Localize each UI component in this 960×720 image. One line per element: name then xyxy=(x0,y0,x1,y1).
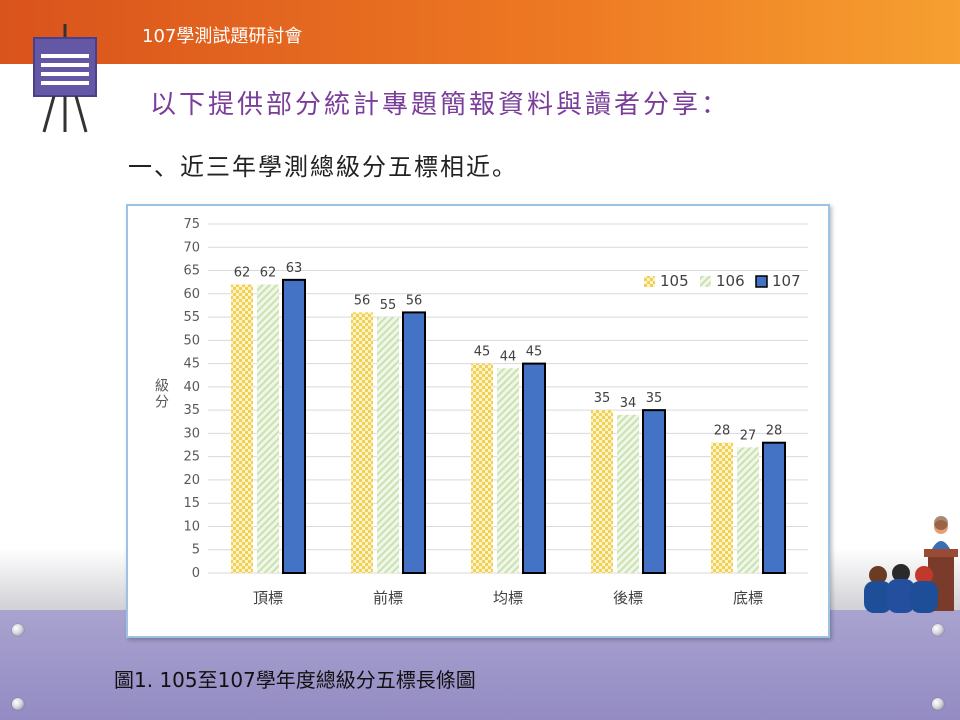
rivet-decoration xyxy=(12,698,24,710)
x-tick-label: 頂標 xyxy=(253,589,283,607)
bar-106 xyxy=(257,284,279,573)
bar-107 xyxy=(282,278,306,574)
bar-105 xyxy=(591,410,613,573)
y-tick-label: 25 xyxy=(183,450,200,465)
y-tick-label: 60 xyxy=(183,287,200,302)
data-label: 35 xyxy=(594,391,611,406)
y-tick-label: 40 xyxy=(183,380,200,395)
legend-label: 106 xyxy=(716,272,745,290)
data-label: 63 xyxy=(286,261,303,276)
y-tick-label: 55 xyxy=(183,310,200,325)
legend-label: 105 xyxy=(660,272,689,290)
rivet-decoration xyxy=(932,698,944,710)
bar-106 xyxy=(497,368,519,573)
bar-105 xyxy=(711,442,733,573)
rivet-decoration xyxy=(12,624,24,636)
data-label: 56 xyxy=(406,293,423,308)
x-tick-label: 底標 xyxy=(733,589,763,607)
x-tick-label: 均標 xyxy=(493,589,523,607)
data-label: 45 xyxy=(474,345,491,360)
data-label: 28 xyxy=(714,424,731,439)
section-heading: 一、近三年學測總級分五標相近。 xyxy=(128,153,518,181)
chart-frame: 0 5 10 15 20 25 30 35 40 45 50 55 60 65 70 75 級分 62 62 63 頂標… xyxy=(126,204,830,638)
data-label: 62 xyxy=(260,265,277,280)
y-tick-label: 35 xyxy=(183,403,200,418)
data-label: 56 xyxy=(354,293,371,308)
data-label: 27 xyxy=(740,428,757,443)
y-tick-label: 75 xyxy=(183,217,200,232)
rivet-decoration xyxy=(932,624,944,636)
y-tick-label: 5 xyxy=(192,543,200,558)
y-tick-label: 15 xyxy=(183,496,200,511)
bar-105 xyxy=(471,363,493,573)
bar-106 xyxy=(737,447,759,573)
data-label: 35 xyxy=(646,391,663,406)
subtitle: 以下提供部分統計專題簡報資料與讀者分享： xyxy=(150,90,731,120)
bar-107 xyxy=(642,409,666,574)
y-axis-label: 級 xyxy=(155,379,169,395)
legend-swatch-105 xyxy=(644,276,655,287)
bar-107 xyxy=(762,441,786,574)
header-bar xyxy=(0,0,960,64)
bar-105 xyxy=(351,312,373,573)
bar-106 xyxy=(617,414,639,573)
bar-chart: 0 5 10 15 20 25 30 35 40 45 50 55 60 65 70 75 級分 62 62 63 頂標… xyxy=(155,217,808,607)
data-label: 34 xyxy=(620,396,637,411)
legend-label: 107 xyxy=(772,272,801,290)
lecture-audience-icon xyxy=(864,516,958,613)
presentation-board-icon xyxy=(33,24,97,133)
y-tick-label: 0 xyxy=(192,566,200,581)
data-label: 62 xyxy=(234,265,251,280)
legend-swatch-107 xyxy=(755,275,768,288)
header-title: 107學測試題研討會 xyxy=(142,26,303,47)
y-tick-label: 70 xyxy=(183,240,200,255)
y-tick-label: 10 xyxy=(183,519,200,534)
y-tick-label: 65 xyxy=(183,264,200,279)
bar-105 xyxy=(231,284,253,573)
x-tick-label: 前標 xyxy=(373,589,403,607)
data-label: 45 xyxy=(526,345,543,360)
bar-107 xyxy=(402,311,426,574)
legend-swatch-106 xyxy=(700,276,711,287)
figure-caption: 圖1. 105至107學年度總級分五標長條圖 xyxy=(114,668,476,692)
bar-106 xyxy=(377,317,399,573)
data-label: 44 xyxy=(500,349,517,364)
x-tick-label: 後標 xyxy=(613,589,643,607)
y-axis-label: 分 xyxy=(155,395,169,411)
y-tick-label: 50 xyxy=(183,333,200,348)
data-label: 55 xyxy=(380,298,397,313)
data-label: 28 xyxy=(766,424,783,439)
y-tick-label: 30 xyxy=(183,426,200,441)
y-tick-label: 45 xyxy=(183,357,200,372)
y-tick-label: 20 xyxy=(183,473,200,488)
bar-107 xyxy=(522,362,546,574)
